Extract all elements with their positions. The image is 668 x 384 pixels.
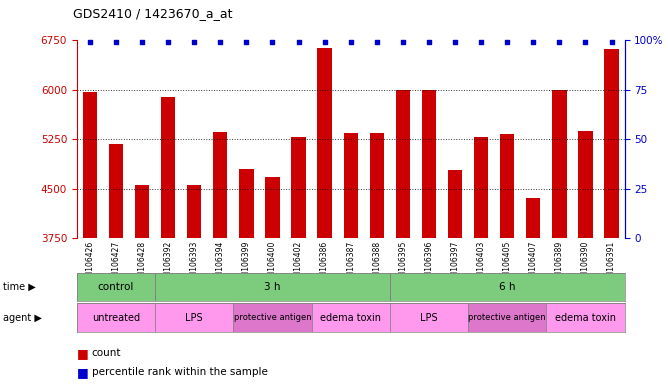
Point <box>111 39 122 45</box>
Bar <box>468 303 546 332</box>
Text: protective antigen: protective antigen <box>234 313 311 322</box>
Text: protective antigen: protective antigen <box>468 313 546 322</box>
Bar <box>155 273 390 301</box>
Bar <box>83 93 97 238</box>
Text: time ▶: time ▶ <box>3 282 36 292</box>
Text: control: control <box>98 282 134 292</box>
Text: edema toxin: edema toxin <box>555 313 616 323</box>
Point <box>137 39 148 45</box>
Bar <box>109 144 123 238</box>
Point <box>397 39 408 45</box>
Point <box>606 39 617 45</box>
Bar <box>161 97 175 238</box>
Point <box>345 39 356 45</box>
Bar <box>578 131 593 238</box>
Text: LPS: LPS <box>186 313 203 323</box>
Bar <box>448 170 462 238</box>
Text: agent ▶: agent ▶ <box>3 313 42 323</box>
Text: ■: ■ <box>77 347 93 360</box>
Point <box>215 39 226 45</box>
Point <box>476 39 486 45</box>
Text: ■: ■ <box>77 366 93 379</box>
Bar <box>546 303 625 332</box>
Bar <box>155 303 233 332</box>
Point <box>319 39 330 45</box>
Point <box>163 39 174 45</box>
Point <box>450 39 460 45</box>
Bar <box>187 185 201 238</box>
Text: 6 h: 6 h <box>499 282 516 292</box>
Bar <box>291 137 306 238</box>
Bar <box>390 303 468 332</box>
Bar <box>239 169 254 238</box>
Point <box>85 39 96 45</box>
Point <box>241 39 252 45</box>
Bar <box>500 134 514 238</box>
Bar <box>135 185 149 238</box>
Point <box>502 39 512 45</box>
Bar <box>605 49 619 238</box>
Text: count: count <box>92 348 121 358</box>
Bar <box>552 90 566 238</box>
Bar <box>390 273 625 301</box>
Bar <box>213 132 227 238</box>
Bar <box>369 132 384 238</box>
Text: LPS: LPS <box>420 313 438 323</box>
Point <box>267 39 278 45</box>
Point <box>371 39 382 45</box>
Bar <box>317 48 332 238</box>
Text: edema toxin: edema toxin <box>320 313 381 323</box>
Bar <box>311 303 390 332</box>
Point <box>528 39 538 45</box>
Point <box>424 39 434 45</box>
Bar <box>265 177 280 238</box>
Bar <box>474 137 488 238</box>
Bar <box>395 90 410 238</box>
Text: percentile rank within the sample: percentile rank within the sample <box>92 367 267 377</box>
Point <box>293 39 304 45</box>
Bar <box>526 198 540 238</box>
Bar <box>422 90 436 238</box>
Point <box>580 39 591 45</box>
Text: 3 h: 3 h <box>265 282 281 292</box>
Text: untreated: untreated <box>92 313 140 323</box>
Bar <box>233 303 311 332</box>
Point <box>189 39 200 45</box>
Bar <box>77 273 155 301</box>
Text: GDS2410 / 1423670_a_at: GDS2410 / 1423670_a_at <box>73 7 233 20</box>
Point <box>554 39 564 45</box>
Bar <box>343 132 358 238</box>
Bar <box>77 303 155 332</box>
